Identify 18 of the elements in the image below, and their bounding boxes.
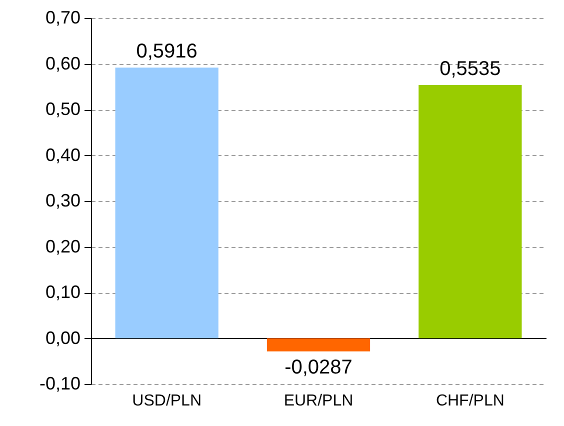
y-tick-label: 0,50 <box>45 99 80 119</box>
y-tick-label: 0,40 <box>45 144 80 165</box>
bar <box>266 338 370 352</box>
x-tick-label: EUR/PLN <box>284 392 354 410</box>
bar <box>115 68 218 338</box>
data-label: -0,0287 <box>284 356 352 378</box>
y-tick-label: 0,60 <box>45 53 80 74</box>
y-tick-label: 0,30 <box>45 190 80 210</box>
y-tick-label: 0,70 <box>45 8 80 28</box>
x-tick-label: USD/PLN <box>132 392 202 410</box>
data-label: 0,5916 <box>136 40 198 63</box>
data-label: 0,5535 <box>440 58 501 80</box>
y-tick-label: 0,20 <box>45 236 80 256</box>
bar <box>418 85 522 338</box>
x-tick-label: CHF/PLN <box>436 392 504 410</box>
y-tick-label: -0,10 <box>39 374 80 394</box>
y-tick-label: 0,10 <box>45 282 80 302</box>
y-tick-label: 0,00 <box>45 328 80 348</box>
